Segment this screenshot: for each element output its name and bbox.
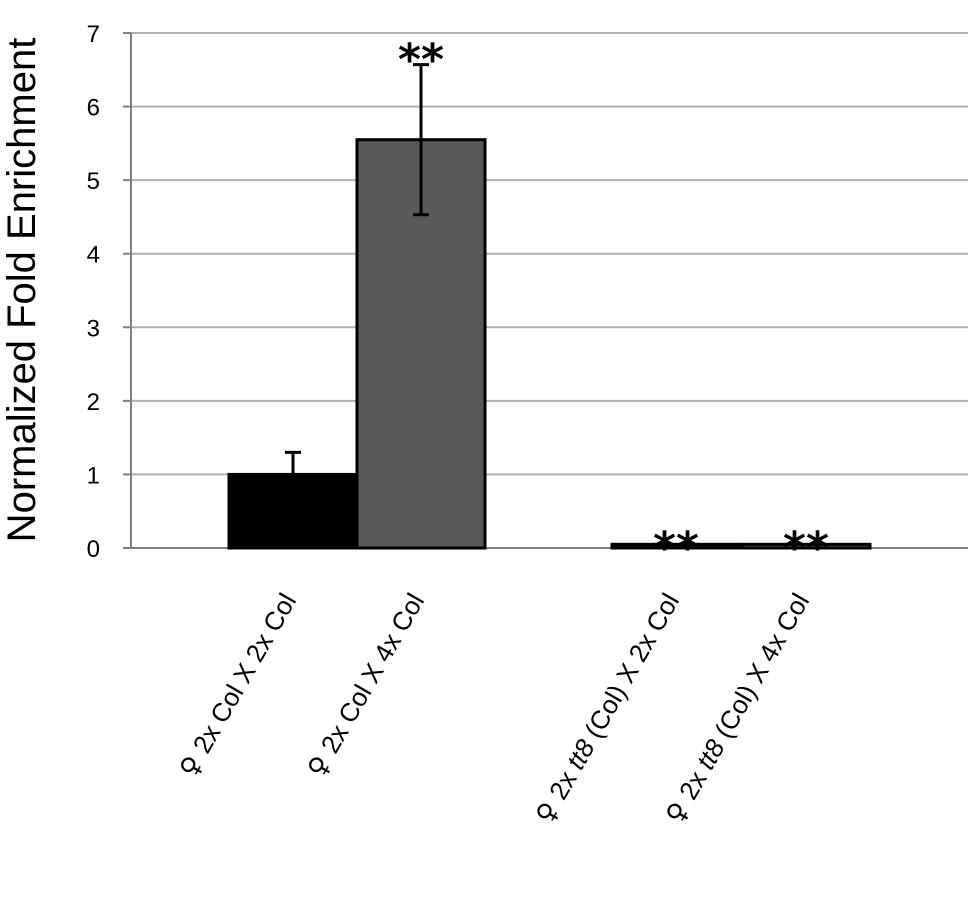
x-category-label: ♀ 2x tt8 (Col) X 2x Col (529, 588, 686, 829)
y-axis-ticks: 0 1 2 3 4 5 6 7 (87, 21, 131, 563)
significance-marker: ** (398, 35, 444, 86)
x-category-label: ♀ 2x tt8 (Col) X 4x Col (659, 588, 816, 829)
error-bars (285, 63, 429, 498)
x-category-label: ♀ 2x Col X 2x Col (173, 588, 303, 782)
significance-marker: ** (653, 522, 699, 573)
y-tick-label: 5 (87, 168, 100, 195)
x-axis-category-labels: ♀ 2x Col X 2x Col♀ 2x Col X 4x Col ♀ 2x t… (173, 588, 816, 829)
y-tick-label: 2 (87, 389, 100, 416)
y-tick-label: 3 (87, 315, 100, 342)
bars (227, 138, 872, 550)
label-text: (Col) X 2x Col (575, 588, 686, 749)
y-axis-label: Normalized Fold Enrichment (0, 38, 44, 543)
y-tick-label: 1 (87, 462, 100, 489)
y-tick-label: 6 (87, 95, 100, 122)
y-tick-label: 7 (87, 21, 100, 48)
significance-marker: ** (783, 522, 829, 573)
label-text: 2x Col X 2x Col (187, 588, 303, 758)
label-text: (Col) X 4x Col (705, 588, 816, 749)
significance-markers: ** ** ** (398, 35, 829, 574)
x-category-label: ♀ 2x Col X 4x Col (301, 588, 431, 782)
gridlines (131, 32, 968, 476)
y-tick-label: 4 (87, 242, 100, 269)
bar (740, 542, 872, 550)
bar (610, 542, 742, 550)
label-text: 2x Col X 4x Col (315, 588, 431, 758)
y-tick-label: 0 (87, 536, 100, 563)
